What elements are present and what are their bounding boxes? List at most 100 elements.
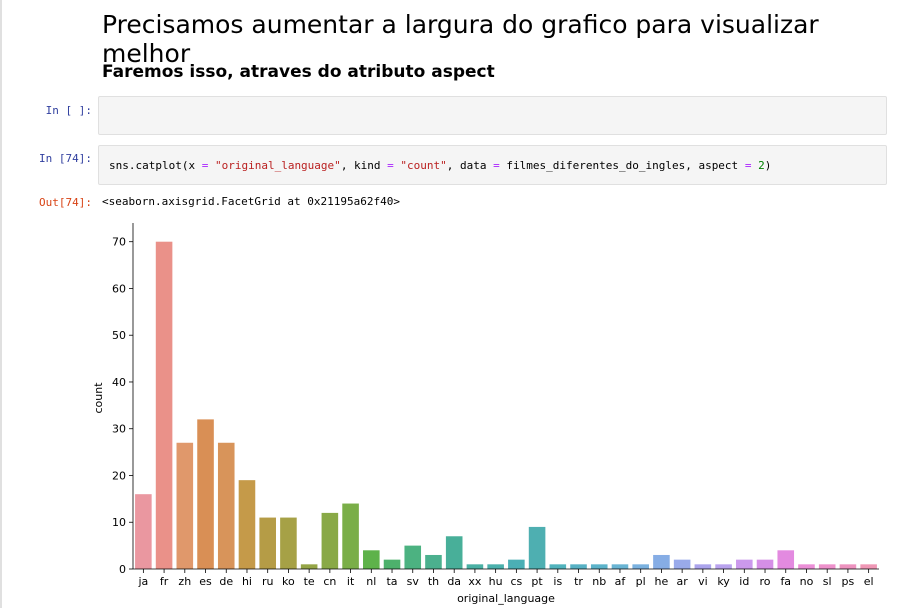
output-text: <seaborn.axisgrid.FacetGrid at 0x21195a6… — [102, 195, 401, 208]
code-token: , kind — [340, 159, 388, 172]
x-tick-label: ps — [842, 575, 855, 588]
y-tick-label: 30 — [112, 423, 126, 436]
bar-ta — [383, 559, 401, 569]
x-tick-label: es — [199, 575, 212, 588]
code-editor[interactable]: sns.catplot(x = "original_language", kin… — [99, 146, 886, 185]
x-tick-label: nl — [366, 575, 376, 588]
bar-hu — [487, 564, 504, 569]
x-tick-label: it — [347, 575, 355, 588]
x-tick-label: ta — [386, 575, 397, 588]
bar-de — [217, 442, 235, 569]
code-token: = — [201, 159, 209, 172]
bar-th — [425, 554, 442, 569]
y-axis: 0 10 20 30 40 50 60 70 — [112, 223, 134, 576]
bar-cs — [508, 559, 525, 569]
bar-pt — [528, 526, 546, 569]
y-tick-label: 10 — [112, 516, 126, 529]
y-tick-label: 40 — [112, 376, 126, 389]
x-tick-label: he — [655, 575, 669, 588]
x-tick-label: hi — [242, 575, 252, 588]
markdown-heading-3: Faremos isso, atraves do atributo aspect — [102, 62, 495, 82]
bar-fa — [777, 550, 795, 569]
bar-sv — [404, 545, 422, 569]
x-tick-label: vi — [698, 575, 708, 588]
x-tick-label: ru — [262, 575, 274, 588]
bar-fr — [155, 241, 173, 569]
bar-ja — [135, 494, 152, 569]
code-token: , data — [446, 159, 494, 172]
empty-cell-prompt: In [ ]: — [45, 104, 92, 117]
code-cell[interactable]: sns.catplot(x = "original_language", kin… — [98, 145, 887, 185]
x-tick-label: de — [219, 575, 233, 588]
x-tick-label: pl — [636, 575, 646, 588]
bar-nl — [363, 550, 380, 569]
code-cell-prompt: In [74]: — [39, 152, 92, 165]
x-tick-label: ko — [282, 575, 295, 588]
x-tick-label: hu — [489, 575, 503, 588]
x-axis-label: original_language — [457, 592, 555, 605]
cell-selection-bar — [0, 0, 2, 608]
bar-he — [653, 554, 670, 569]
bar-ko — [280, 517, 297, 569]
bar-af — [611, 564, 629, 569]
bar-tr — [570, 564, 587, 569]
code-token: filmes_diferentes_do_ingles, aspect — [499, 159, 745, 172]
bar-pl — [632, 564, 649, 569]
bar-ru — [259, 517, 276, 569]
x-tick-label: el — [864, 575, 874, 588]
x-tick-label: tr — [574, 575, 583, 588]
x-tick-label: fr — [160, 575, 169, 588]
bar-xx — [466, 564, 484, 569]
x-tick-label: no — [800, 575, 814, 588]
x-tick-label: sv — [407, 575, 420, 588]
x-tick-label: nb — [592, 575, 606, 588]
x-tick-label: ro — [760, 575, 771, 588]
y-axis-label: count — [92, 382, 105, 414]
bar-hi — [238, 480, 256, 569]
y-tick-label: 50 — [112, 329, 126, 342]
x-tick-label: da — [447, 575, 461, 588]
x-tick-label: sl — [823, 575, 832, 588]
bar-is — [549, 564, 567, 569]
code-token: = — [387, 159, 394, 172]
code-string: "original_language" — [214, 159, 341, 172]
empty-code-cell[interactable] — [98, 96, 887, 135]
bar-id — [736, 559, 753, 569]
y-tick-label: 20 — [112, 469, 126, 482]
x-tick-label: is — [553, 575, 562, 588]
bar-sl — [818, 564, 836, 569]
bar-ps — [839, 564, 857, 569]
x-tick-label: th — [428, 575, 439, 588]
bar-ro — [756, 559, 774, 569]
bar-cn — [321, 512, 339, 569]
bar-nb — [590, 564, 608, 569]
x-tick-label: af — [615, 575, 627, 588]
x-tick-label: pt — [531, 575, 543, 588]
code-token: = — [744, 159, 752, 172]
output-prompt: Out[74]: — [39, 196, 92, 209]
x-tick-label: ky — [717, 575, 730, 588]
x-tick-label: fa — [780, 575, 791, 588]
bar-vi — [694, 564, 712, 569]
y-tick-label: 0 — [119, 563, 126, 576]
bar-zh — [176, 442, 194, 569]
bar-ky — [715, 564, 732, 569]
code-token: sns.catplot(x — [109, 159, 202, 172]
code-number: 2 — [758, 159, 765, 172]
y-tick-label: 70 — [112, 236, 126, 249]
bar-es — [197, 419, 214, 569]
bar-ar — [673, 559, 691, 569]
bar-it — [342, 503, 359, 569]
x-tick-label: cs — [510, 575, 522, 588]
markdown-heading-1: Precisamos aumentar a largura do grafico… — [102, 10, 819, 68]
bar-da — [445, 536, 463, 569]
x-tick-label: zh — [178, 575, 191, 588]
bar-el — [860, 564, 877, 569]
x-tick-label: ja — [137, 575, 148, 588]
x-axis: ja fr zh es de hi ru ko te cn it nl ta sv th da xx hu cs pt… — [133, 568, 879, 588]
y-tick-label: 60 — [112, 282, 126, 295]
x-tick-label: ar — [677, 575, 689, 588]
code-token: = — [493, 159, 500, 172]
x-tick-label: cn — [323, 575, 336, 588]
